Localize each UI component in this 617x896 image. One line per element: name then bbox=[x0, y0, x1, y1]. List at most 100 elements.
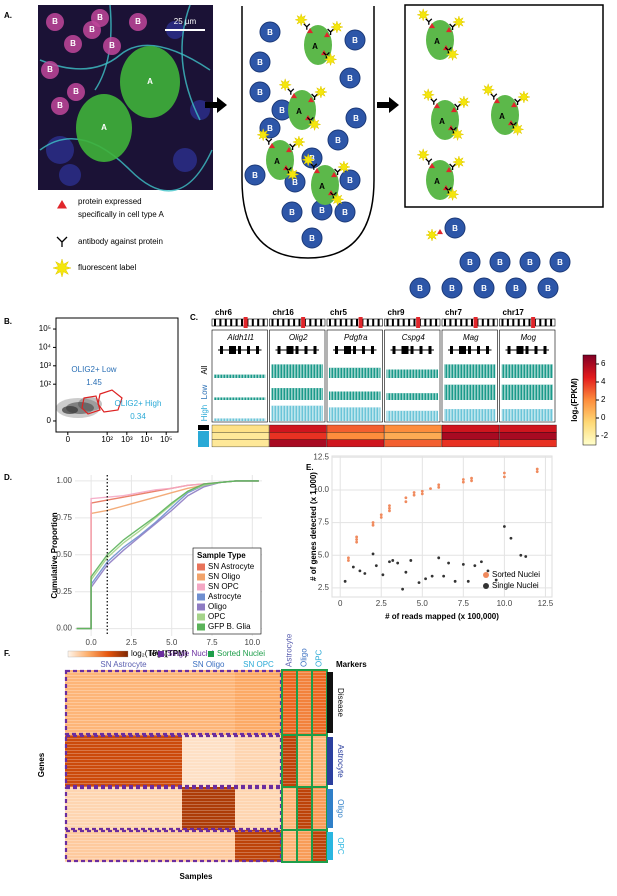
cell-b-soma bbox=[91, 9, 109, 27]
cell-b bbox=[249, 81, 271, 103]
exon bbox=[229, 346, 236, 354]
cell-a-label: A bbox=[147, 77, 153, 86]
point bbox=[535, 467, 539, 471]
point bbox=[442, 574, 446, 578]
y-axis-label: Cumulative Proportion bbox=[50, 512, 59, 598]
point bbox=[363, 572, 367, 575]
cell-a-label: A bbox=[101, 123, 107, 132]
gene-column bbox=[211, 329, 268, 423]
track-texture bbox=[386, 410, 438, 421]
track-texture bbox=[271, 388, 323, 400]
antibody bbox=[310, 163, 318, 170]
x-tick-label: 10³ bbox=[121, 435, 133, 444]
cell-b-label: B bbox=[89, 25, 95, 34]
band bbox=[523, 319, 526, 326]
band bbox=[282, 319, 285, 326]
process bbox=[39, 138, 213, 192]
gene-name: Mag bbox=[463, 333, 479, 342]
cell-b bbox=[244, 164, 266, 186]
fluorescent-label bbox=[313, 85, 328, 99]
arrow bbox=[205, 97, 227, 113]
locus bbox=[243, 317, 248, 328]
cell-b-soma bbox=[129, 13, 147, 31]
track-texture bbox=[501, 364, 553, 378]
column-label: SN Astrocyte bbox=[100, 660, 147, 669]
antibody bbox=[425, 18, 433, 25]
chromosome-name: chr17 bbox=[503, 308, 525, 317]
point bbox=[396, 561, 400, 565]
legend-title: Sample Type bbox=[197, 551, 246, 560]
x-tick-label: 0 bbox=[338, 599, 343, 608]
point bbox=[461, 562, 465, 566]
heat-cell bbox=[269, 432, 327, 440]
x-tick-label: 2.5 bbox=[126, 638, 138, 647]
cell-b bbox=[249, 51, 271, 73]
cell-b-label: B bbox=[57, 101, 63, 110]
point bbox=[447, 561, 450, 565]
column-label: Oligo bbox=[300, 648, 309, 667]
marker-label: Disease bbox=[336, 688, 345, 717]
x-axis-label: Samples bbox=[180, 872, 213, 881]
exon bbox=[371, 346, 374, 354]
exon bbox=[450, 346, 453, 354]
protein bbox=[511, 102, 517, 108]
exon bbox=[410, 346, 414, 354]
heat-cell bbox=[499, 439, 557, 448]
gene-name: Mog bbox=[520, 333, 536, 342]
y-axis-label: # of genes detected (x 1,000) bbox=[309, 472, 318, 581]
row-label: All bbox=[200, 365, 209, 374]
legend-swatch bbox=[158, 651, 164, 657]
protein bbox=[308, 97, 314, 103]
cell-b-label: B bbox=[449, 284, 455, 293]
cell-b-label: B bbox=[352, 36, 358, 45]
markers-title: Markers bbox=[336, 660, 367, 669]
series-line bbox=[76, 480, 259, 630]
chromosome bbox=[211, 318, 268, 327]
cell-b bbox=[334, 201, 356, 223]
locus bbox=[358, 317, 363, 328]
cell-b bbox=[519, 251, 541, 273]
row-label: High bbox=[200, 405, 209, 421]
antibody bbox=[327, 28, 335, 35]
cell-b bbox=[344, 29, 366, 51]
cell-a-label: A bbox=[434, 177, 440, 186]
protein bbox=[437, 229, 443, 235]
band bbox=[454, 319, 457, 326]
exon bbox=[428, 346, 432, 354]
protein bbox=[451, 107, 457, 113]
exon bbox=[419, 346, 423, 354]
cell-b-label: B bbox=[289, 208, 295, 217]
cell-b-label: B bbox=[452, 224, 458, 233]
heat-cell bbox=[269, 424, 327, 433]
cell-b-soma bbox=[41, 61, 59, 79]
protein bbox=[269, 143, 275, 149]
point bbox=[404, 500, 408, 504]
exon bbox=[477, 346, 480, 354]
point bbox=[524, 555, 528, 558]
exon bbox=[295, 346, 299, 354]
cell-b bbox=[505, 277, 527, 299]
x-tick-label: 0 bbox=[66, 435, 71, 444]
chromosome-name: chr16 bbox=[273, 308, 295, 317]
y-tick-label: 0 bbox=[47, 416, 52, 425]
marker-label: Astrocyte bbox=[336, 744, 345, 778]
y-tick-label: 0.00 bbox=[56, 624, 72, 633]
track-texture bbox=[329, 391, 381, 400]
chromosome bbox=[441, 318, 498, 327]
cell-b bbox=[301, 147, 323, 169]
heat-cell bbox=[384, 424, 442, 433]
cell-b bbox=[549, 251, 571, 273]
cell-b-label: B bbox=[527, 258, 533, 267]
cell-b bbox=[473, 277, 495, 299]
legend-swatch bbox=[197, 613, 205, 621]
fluorescent-label bbox=[416, 147, 431, 162]
exon bbox=[353, 346, 356, 354]
exon bbox=[516, 346, 524, 354]
legend-swatch bbox=[197, 573, 205, 581]
y-axis-label: Genes bbox=[37, 752, 46, 777]
marker-label: Oligo bbox=[336, 799, 345, 818]
point bbox=[355, 540, 359, 544]
exon bbox=[362, 346, 365, 354]
point bbox=[473, 564, 477, 568]
band bbox=[386, 319, 389, 326]
